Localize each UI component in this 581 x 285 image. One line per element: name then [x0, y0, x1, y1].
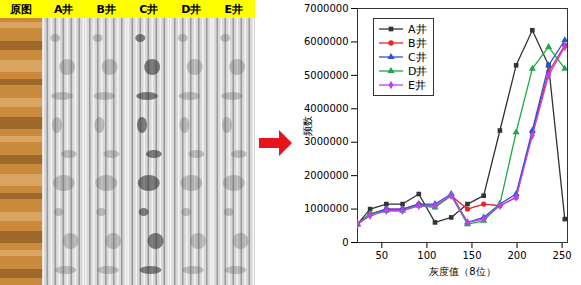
svg-text:1000000: 1000000: [304, 203, 349, 214]
svg-text:150: 150: [462, 250, 481, 261]
svg-text:C井: C井: [139, 3, 158, 16]
svg-text:6000000: 6000000: [304, 36, 349, 47]
html-text:C井: C井: [408, 50, 427, 64]
svg-text:频数: 频数: [302, 116, 313, 136]
svg-text:200: 200: [507, 250, 526, 261]
html-text:A井: A井: [408, 22, 427, 36]
svg-text:50: 50: [375, 250, 388, 261]
svg-text:灰度值（8位）: 灰度值（8位）: [429, 266, 495, 277]
html-text:B井: B井: [408, 36, 427, 50]
svg-text:0: 0: [342, 237, 348, 248]
svg-text:250: 250: [553, 250, 572, 261]
svg-text:7000000: 7000000: [304, 3, 349, 14]
svg-text:5000000: 5000000: [304, 70, 349, 81]
svg-text:2000000: 2000000: [304, 170, 349, 181]
svg-text:A井: A井: [54, 3, 74, 16]
html-text:D井: D井: [408, 64, 428, 78]
svg-text:原图: 原图: [9, 3, 32, 16]
svg-text:100: 100: [417, 250, 436, 261]
svg-text:D井: D井: [181, 3, 201, 16]
svg-text:E井: E井: [224, 3, 243, 16]
html-text:E井: E井: [408, 78, 426, 92]
svg-text:B井: B井: [97, 3, 116, 16]
svg-text:4000000: 4000000: [304, 103, 349, 114]
svg-text:3000000: 3000000: [304, 136, 349, 147]
